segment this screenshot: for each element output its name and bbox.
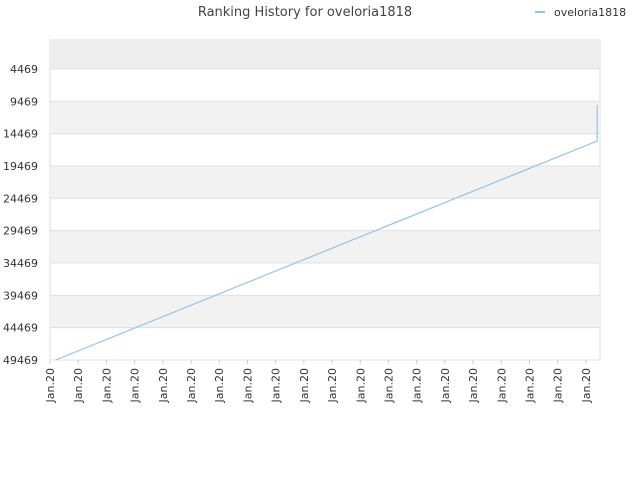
- y-tick-label: 34469: [3, 257, 38, 270]
- y-tick-label: 9469: [10, 95, 38, 108]
- x-tick-label: Jan.20: [298, 368, 311, 403]
- x-tick-label: Jan.20: [100, 368, 113, 403]
- y-tick-label: 44469: [3, 322, 38, 335]
- x-tick-label: Jan.20: [185, 368, 198, 403]
- chart-title: Ranking History for oveloria1818: [198, 5, 412, 20]
- grid-band: [50, 101, 600, 134]
- x-tick-label: Jan.20: [129, 368, 142, 403]
- grid-band: [50, 230, 600, 263]
- y-tick-label: 39469: [3, 289, 38, 302]
- x-tick-label: Jan.20: [411, 368, 424, 403]
- y-tick-label: 29469: [3, 225, 38, 238]
- x-tick-label: Jan.20: [44, 368, 57, 403]
- line: [55, 105, 598, 361]
- y-tick-label: 49469: [3, 354, 38, 367]
- x-tick-label: Jan.20: [439, 368, 452, 403]
- x-tick-label: Jan.20: [382, 368, 395, 403]
- x-tick-label: Jan.20: [495, 368, 508, 403]
- grid-band: [50, 295, 600, 328]
- y-tick-label: 4469: [10, 63, 38, 76]
- y-tick-label: 14469: [3, 128, 38, 141]
- x-tick-label: Jan.20: [213, 368, 226, 403]
- x-tick-label: Jan.20: [157, 368, 170, 403]
- x-tick-label: Jan.20: [354, 368, 367, 403]
- x-tick-label: Jan.20: [580, 368, 593, 403]
- x-tick-label: Jan.20: [270, 368, 283, 403]
- x-tick-label: Jan.20: [326, 368, 339, 403]
- y-tick-label: 19469: [3, 160, 38, 173]
- y-tick-label: 24469: [3, 192, 38, 205]
- legend-label: oveloria1818: [554, 6, 626, 19]
- x-tick-label: Jan.20: [552, 368, 565, 403]
- grid-band: [50, 40, 600, 69]
- x-tick-label: Jan.20: [241, 368, 254, 403]
- x-tick-label: Jan.20: [72, 368, 85, 403]
- x-tick-label: Jan.20: [467, 368, 480, 403]
- grid-band: [50, 165, 600, 199]
- x-tick-label: Jan.20: [523, 368, 536, 403]
